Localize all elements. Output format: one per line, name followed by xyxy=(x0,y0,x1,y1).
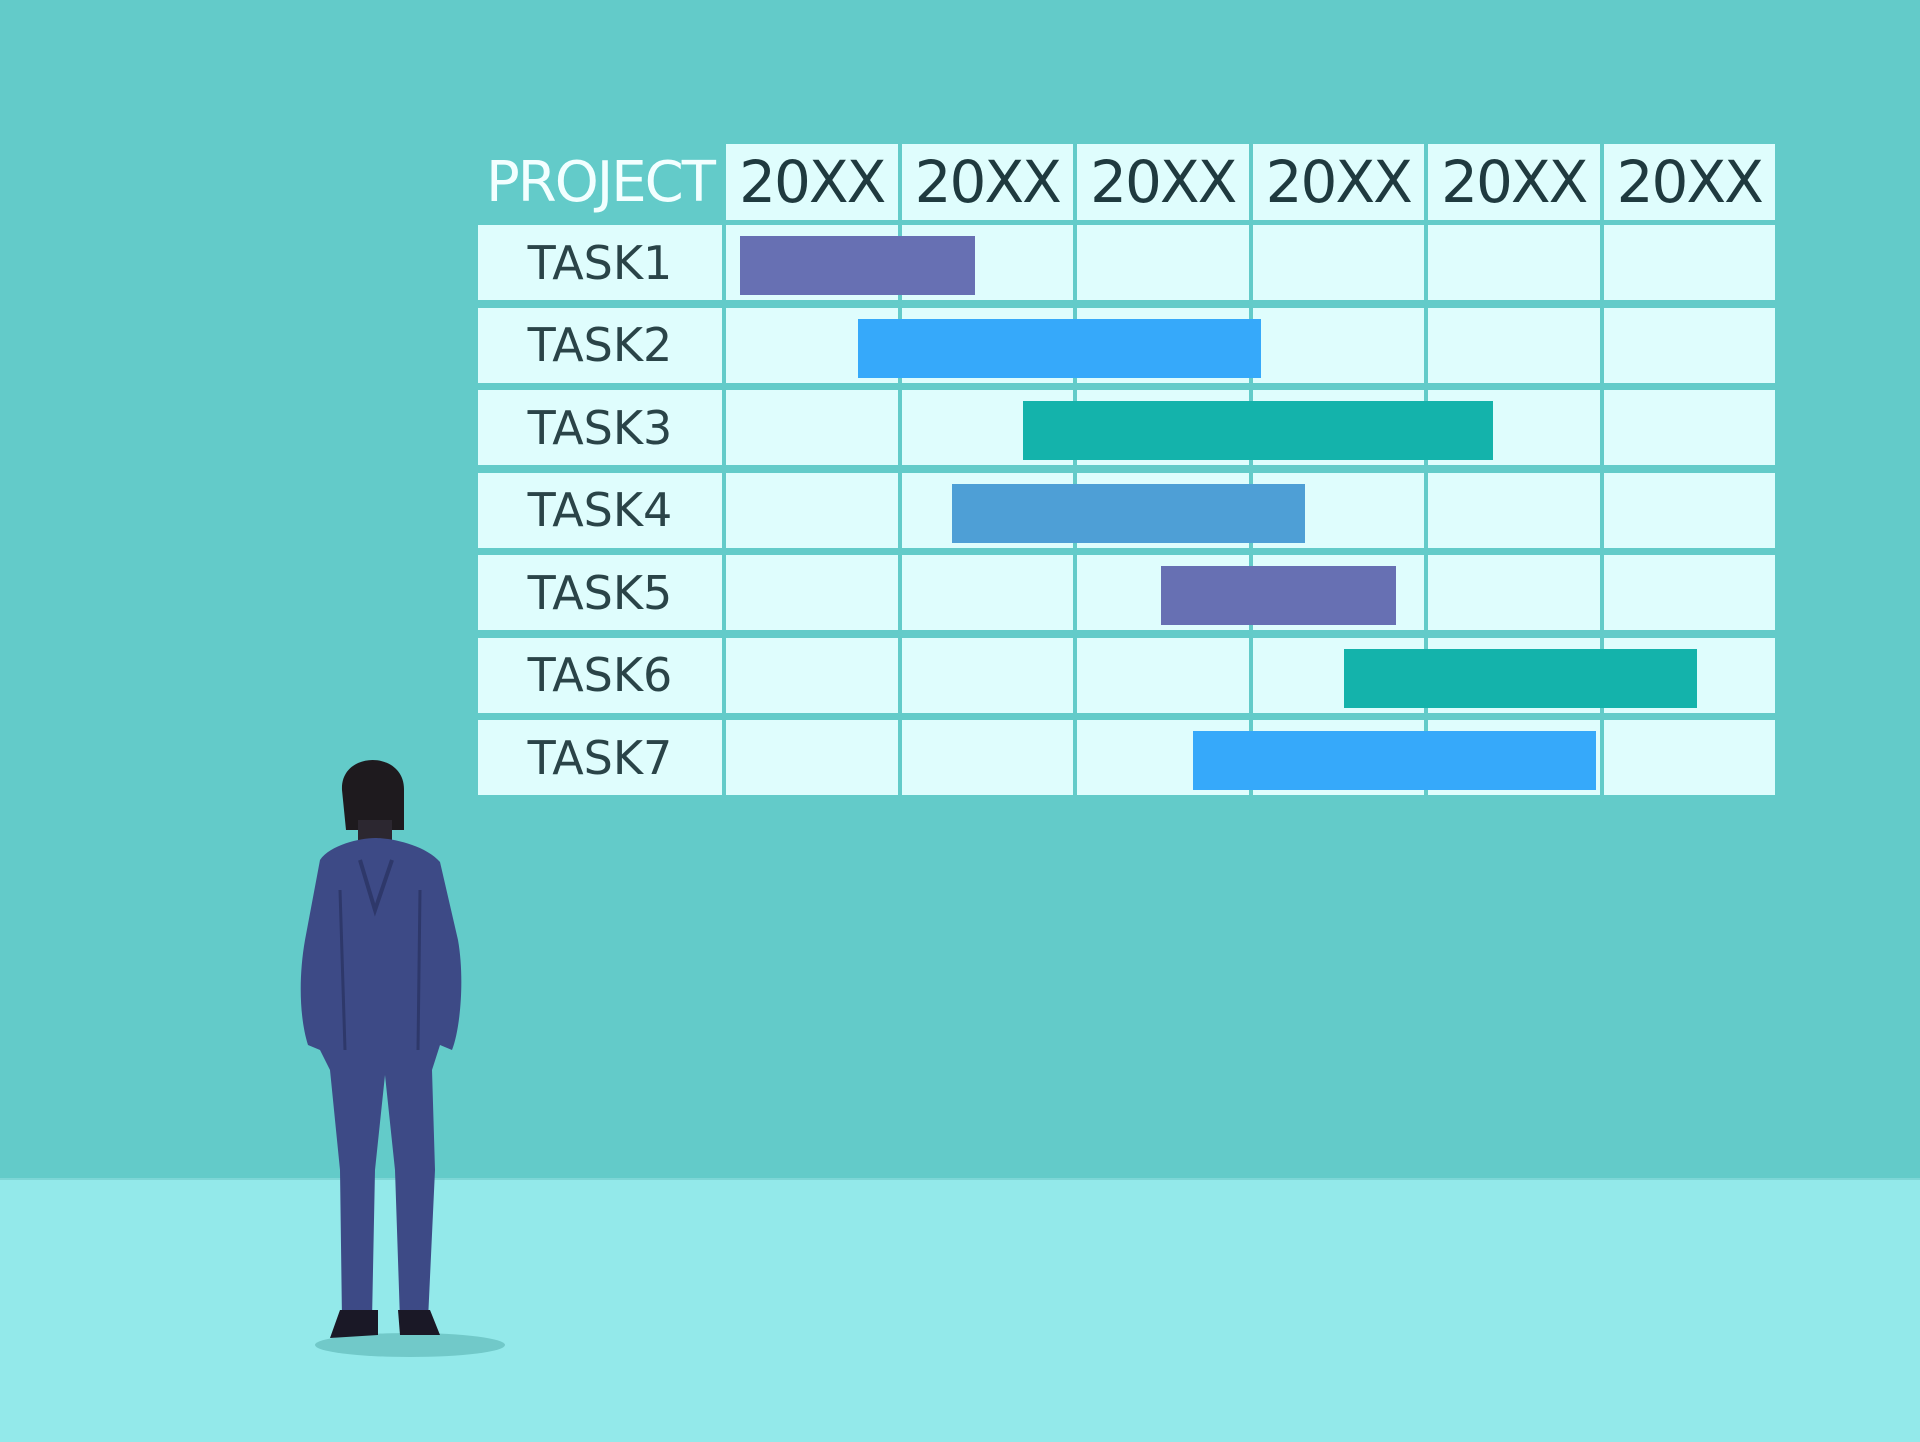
grid-cell xyxy=(1428,555,1600,630)
grid-cell xyxy=(1252,307,1424,383)
grid-cell xyxy=(901,555,1073,630)
task-bar-task2 xyxy=(857,318,1262,378)
grid-cell xyxy=(726,637,898,713)
year-header: 20XX xyxy=(1428,144,1600,220)
year-header: 20XX xyxy=(901,144,1073,220)
grid-cell xyxy=(1252,225,1424,300)
task-bar-task3 xyxy=(1022,401,1493,460)
year-header: 20XX xyxy=(1603,144,1775,220)
task-label: TASK6 xyxy=(478,637,722,713)
project-label: PROJECT xyxy=(486,149,716,215)
grid-cell xyxy=(1603,307,1775,383)
year-header: 20XX xyxy=(1252,144,1424,220)
year-header: 20XX xyxy=(1077,144,1249,220)
task-label: TASK7 xyxy=(478,720,722,795)
task-bar-task7 xyxy=(1192,731,1597,790)
grid-cell xyxy=(726,555,898,630)
grid-cell xyxy=(1603,472,1775,548)
grid-cell xyxy=(901,720,1073,795)
grid-cell xyxy=(1603,555,1775,630)
grid-cell xyxy=(726,390,898,465)
grid-cell xyxy=(1428,307,1600,383)
grid-cell xyxy=(726,472,898,548)
task-label: TASK5 xyxy=(478,555,722,630)
task-label: TASK2 xyxy=(478,307,722,383)
task-bar-task6 xyxy=(1343,648,1697,708)
grid-cell xyxy=(1603,720,1775,795)
grid-cell xyxy=(726,720,898,795)
businessman-figurine xyxy=(300,760,505,1357)
grid-cell xyxy=(901,637,1073,713)
grid-cell xyxy=(1077,225,1249,300)
task-bar-task1 xyxy=(740,236,976,295)
task-label: TASK4 xyxy=(478,472,722,548)
task-label: TASK1 xyxy=(478,225,722,300)
task-label: TASK3 xyxy=(478,390,722,465)
grid-cell xyxy=(1428,225,1600,300)
grid-cell xyxy=(1603,390,1775,465)
grid-cell xyxy=(1603,225,1775,300)
grid-cell xyxy=(1077,637,1249,713)
task-bar-task5 xyxy=(1161,566,1397,625)
year-header: 20XX xyxy=(726,144,898,220)
floor xyxy=(0,1178,1920,1442)
task-bar-task4 xyxy=(952,483,1306,543)
grid-cell xyxy=(1428,472,1600,548)
